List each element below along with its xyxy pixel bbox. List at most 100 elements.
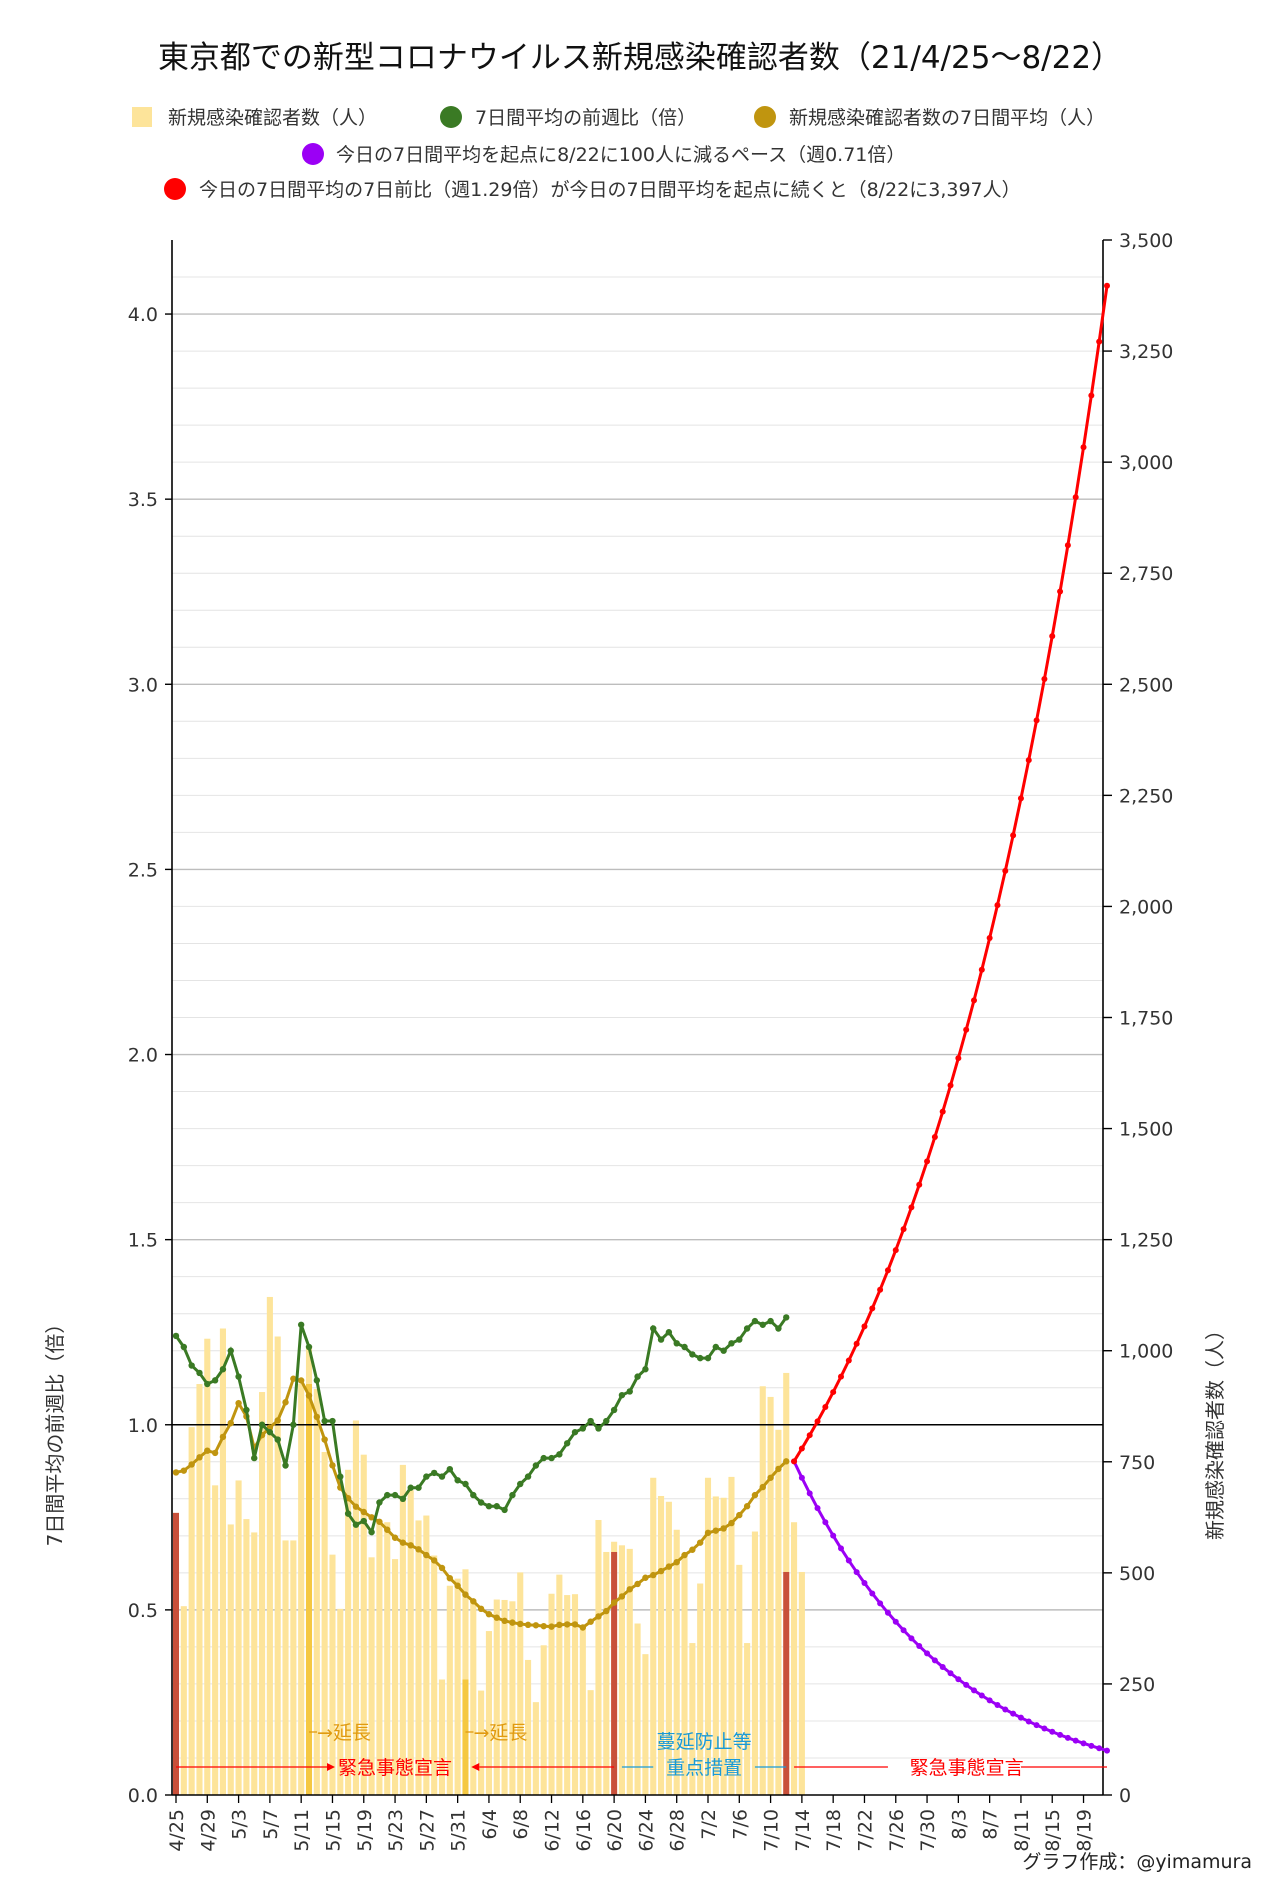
average-point: [517, 1620, 524, 1628]
growth-projection-point: [939, 1108, 946, 1115]
bar-period-marker: [783, 1571, 790, 1795]
x-tick-label: 5/23: [385, 1809, 407, 1852]
legend-item-daily: 新規感染確認者数（人）: [132, 107, 377, 129]
growth-projection-point: [1080, 444, 1087, 451]
ratio-point: [665, 1329, 673, 1336]
bar-daily-cases: [274, 1336, 281, 1795]
decline-projection-point: [1080, 1740, 1087, 1747]
ratio-point: [196, 1369, 203, 1377]
average-point: [736, 1511, 743, 1519]
decline-projection-point: [900, 1627, 907, 1634]
bar-daily-cases: [321, 1452, 328, 1795]
growth-projection-point: [877, 1286, 884, 1293]
x-tick-label: 6/8: [510, 1809, 532, 1840]
average-point: [696, 1539, 704, 1546]
decline-projection-point: [947, 1670, 954, 1677]
ratio-point: [618, 1391, 626, 1399]
growth-projection-point: [900, 1226, 907, 1233]
growth-projection-point: [853, 1340, 860, 1347]
ratio-point: [172, 1332, 180, 1340]
decline-projection-point: [931, 1657, 938, 1664]
x-tick-label: 5/3: [229, 1809, 251, 1840]
decline-projection-point: [1010, 1710, 1017, 1717]
growth-projection-point: [1010, 832, 1017, 839]
average-point: [180, 1467, 188, 1474]
ratio-point: [743, 1325, 751, 1332]
right-tick-label: 2,750: [1119, 563, 1173, 585]
decline-projection-point: [869, 1590, 876, 1597]
average-point: [235, 1399, 242, 1407]
average-point: [493, 1614, 500, 1621]
average-point: [446, 1574, 454, 1582]
average-point: [673, 1558, 680, 1566]
growth-projection-point: [1025, 757, 1032, 764]
decline-projection-point: [978, 1692, 985, 1699]
ratio-point: [227, 1347, 234, 1354]
left-tick-label: 0.0: [128, 1785, 158, 1807]
average-point: [501, 1617, 508, 1625]
decline-projection-point: [892, 1618, 899, 1625]
bar-daily-cases: [415, 1520, 422, 1795]
decline-projection-point: [830, 1532, 837, 1539]
legend-label-decline: 今日の7日間平均を起点に8/22に100人に減るペース（週0.71倍）: [336, 144, 905, 166]
right-tick-label: 750: [1119, 1452, 1155, 1474]
bar-daily-cases: [204, 1338, 211, 1795]
ratio-point: [204, 1380, 211, 1388]
x-tick-label: 5/27: [416, 1809, 438, 1852]
bar-daily-cases: [704, 1477, 712, 1795]
growth-projection-point: [1057, 588, 1064, 595]
decline-projection-point: [986, 1697, 993, 1704]
average-point: [595, 1613, 602, 1620]
decline-projection-point: [924, 1650, 931, 1657]
average-point: [681, 1551, 688, 1559]
average-point: [211, 1449, 219, 1457]
left-tick-label: 2.5: [128, 859, 158, 881]
ratio-point: [595, 1425, 602, 1432]
bar-daily-cases: [227, 1524, 234, 1795]
bar-daily-cases: [259, 1392, 266, 1795]
ratio-point: [243, 1406, 250, 1414]
decline-projection-point: [1017, 1714, 1024, 1721]
growth-projection-point: [830, 1389, 837, 1396]
ratio-point: [556, 1451, 563, 1458]
decline-projection-point: [838, 1545, 844, 1552]
average-point: [462, 1591, 469, 1598]
average-point: [274, 1417, 281, 1424]
ratio-point: [462, 1480, 469, 1488]
bar-daily-cases: [423, 1515, 430, 1795]
right-tick-label: 0: [1119, 1785, 1131, 1807]
growth-projection-point: [861, 1323, 868, 1330]
decline-projection-point: [806, 1490, 813, 1497]
bar-daily-cases: [791, 1522, 798, 1795]
x-tick-label: 7/6: [729, 1809, 751, 1840]
ratio-point: [297, 1321, 305, 1328]
ratio-point: [736, 1336, 743, 1343]
legend-marker-decline: [302, 143, 324, 165]
growth-projection-point: [1104, 282, 1110, 289]
ratio-point: [399, 1495, 407, 1503]
average-point: [783, 1458, 790, 1465]
average-point: [579, 1624, 587, 1631]
decline-projection-point: [1049, 1728, 1056, 1735]
ratio-point: [501, 1506, 508, 1514]
growth-projection-point: [892, 1247, 899, 1254]
average-point: [360, 1508, 367, 1516]
ratio-point: [391, 1491, 399, 1499]
average-point: [571, 1621, 579, 1628]
bar-daily-cases: [180, 1606, 187, 1795]
bar-extension-marker: [306, 1384, 312, 1795]
average-point: [563, 1621, 571, 1628]
right-tick-label: 1,500: [1119, 1119, 1173, 1141]
x-tick-label: 7/18: [823, 1809, 845, 1852]
legend-label-growth: 今日の7日間平均の7日前比（週1.29倍）が今日の7日間平均を起点に続くと（8/…: [199, 179, 1021, 201]
bar-extension-marker: [462, 1679, 469, 1795]
legend-marker-growth: [164, 178, 186, 200]
ratio-point: [751, 1317, 759, 1325]
left-tick-label: 1.0: [128, 1415, 158, 1437]
ratio-point: [266, 1428, 274, 1436]
right-tick-label: 3,500: [1119, 230, 1173, 252]
legend-label-average: 新規感染確認者数の7日間平均（人）: [789, 107, 1105, 129]
ratio-point: [767, 1317, 774, 1325]
bar-daily-cases: [728, 1476, 735, 1795]
x-tick-label: 6/12: [542, 1809, 564, 1852]
